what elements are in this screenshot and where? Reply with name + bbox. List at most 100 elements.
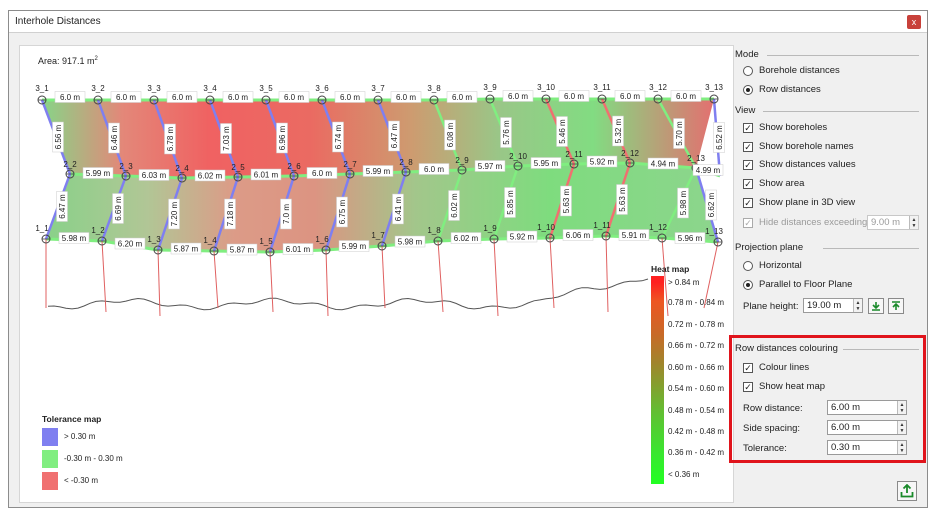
distance-text: 6.62 m bbox=[707, 192, 716, 217]
distance-box bbox=[674, 232, 706, 244]
show-area-checkbox[interactable]: ✓ Show area bbox=[743, 178, 804, 189]
drill-trace-line bbox=[605, 235, 609, 313]
distance-text: 6.75 m bbox=[338, 199, 347, 224]
heat-map-title: Heat map bbox=[651, 264, 690, 274]
distance-box bbox=[390, 91, 422, 103]
distance-box bbox=[332, 121, 344, 153]
side-distance-label: 5.96 m bbox=[674, 232, 706, 244]
projection-horizontal-radio[interactable]: Horizontal bbox=[743, 260, 802, 271]
heat-map-label: 0.66 m - 0.72 m bbox=[668, 341, 725, 350]
distance-text: 6.01 m bbox=[286, 245, 311, 254]
close-button[interactable]: x bbox=[907, 15, 921, 29]
hide-distances-exceeding-checkbox[interactable]: ✓ Hide distances exceeding bbox=[743, 217, 867, 228]
distance-text: 5.92 m bbox=[590, 158, 615, 167]
spin-arrows-icon[interactable]: ▲ ▼ bbox=[909, 216, 918, 229]
area-unit-exponent: 2 bbox=[94, 56, 98, 62]
interhole-distances-window: Interhole Distances x Area: 917.1 m2 bbox=[8, 10, 928, 508]
checkmark-icon: ✓ bbox=[743, 159, 753, 170]
tolerance-swatch-above bbox=[42, 428, 58, 446]
distance-box bbox=[250, 168, 282, 181]
side-distance-label: 4.94 m bbox=[647, 157, 679, 170]
hide-distances-value-input[interactable]: 9.00 m ▲ ▼ bbox=[867, 215, 919, 230]
distance-text: 5.70 m bbox=[675, 121, 684, 146]
borehole-name: 3_12 bbox=[649, 83, 667, 92]
tolerance-label: > 0.30 m bbox=[64, 432, 96, 441]
projection-parallel-floor-radio[interactable]: Parallel to Floor Plane bbox=[743, 279, 852, 290]
distance-box bbox=[446, 91, 478, 103]
set-plane-up-button[interactable] bbox=[888, 298, 904, 314]
heat-map-label: 0.78 m - 0.84 m bbox=[668, 298, 725, 307]
distance-box bbox=[647, 157, 679, 170]
borehole-name: 2_5 bbox=[231, 163, 245, 172]
show-borehole-names-checkbox[interactable]: ✓ Show borehole names bbox=[743, 141, 854, 152]
distance-text: 6.0 m bbox=[228, 93, 248, 102]
spin-value: 0.30 m bbox=[831, 442, 861, 453]
checkmark-icon: ✓ bbox=[743, 178, 753, 189]
spin-value: 19.00 m bbox=[807, 300, 842, 311]
radio-selected-icon bbox=[743, 279, 753, 290]
side-distance-label: 5.98 m bbox=[58, 232, 90, 244]
checkmark-icon: ✓ bbox=[743, 197, 753, 208]
borehole-name: 3_5 bbox=[259, 84, 273, 93]
distance-box bbox=[170, 242, 202, 255]
set-plane-down-button[interactable] bbox=[868, 298, 884, 314]
borehole-name: 3_10 bbox=[537, 83, 555, 92]
row-distance-label: 6.96 m bbox=[276, 122, 288, 154]
mode-section-title: Mode bbox=[735, 49, 759, 60]
distance-text: 5.99 m bbox=[86, 169, 111, 178]
spin-arrows-icon[interactable]: ▲ ▼ bbox=[897, 401, 906, 414]
settings-panel: Mode Borehole distances Row distances Vi… bbox=[729, 45, 926, 503]
distance-text: 5.98 m bbox=[679, 190, 688, 215]
spin-arrows-icon[interactable]: ▲ ▼ bbox=[897, 441, 906, 454]
spin-value: 9.00 m bbox=[871, 217, 901, 228]
spin-arrows-icon[interactable]: ▲ ▼ bbox=[897, 421, 906, 434]
heat-map-label: 0.36 m - 0.42 m bbox=[668, 448, 725, 457]
drill-trace-line bbox=[101, 240, 107, 313]
borehole-name: 1_1 bbox=[35, 224, 49, 233]
distance-box bbox=[336, 196, 348, 228]
borehole-name: 2_7 bbox=[343, 160, 357, 169]
show-heat-map-checkbox[interactable]: ✓ Show heat map bbox=[743, 381, 825, 392]
export-button[interactable] bbox=[897, 481, 917, 501]
borehole-name: 1_3 bbox=[147, 235, 161, 244]
side-distance-label: 6.01 m bbox=[250, 168, 282, 181]
checkmark-icon: ✓ bbox=[743, 381, 753, 392]
mode-borehole-distances-radio[interactable]: Borehole distances bbox=[743, 65, 840, 76]
row-distance-label: 7.0 m bbox=[280, 198, 292, 230]
radio-icon bbox=[743, 65, 753, 76]
distance-box bbox=[278, 91, 310, 103]
distance-text: 6.96 m bbox=[278, 125, 287, 150]
show-plane-3d-checkbox[interactable]: ✓ Show plane in 3D view bbox=[743, 197, 855, 208]
arrow-up-to-line-icon bbox=[892, 301, 900, 310]
mode-row-distances-radio[interactable]: Row distances bbox=[743, 84, 821, 95]
row-distance-label: 5.85 m bbox=[504, 187, 516, 218]
distance-box bbox=[670, 90, 702, 102]
show-boreholes-checkbox[interactable]: ✓ Show boreholes bbox=[743, 122, 827, 133]
plane-height-input[interactable]: 19.00 m ▲ ▼ bbox=[803, 298, 863, 313]
borehole-name: 2_8 bbox=[399, 158, 413, 167]
distance-text: 6.46 m bbox=[110, 125, 119, 150]
borehole-name: 1_10 bbox=[537, 223, 555, 232]
spin-arrows-icon[interactable]: ▲ ▼ bbox=[853, 299, 862, 312]
tolerance-input[interactable]: 0.30 m ▲ ▼ bbox=[827, 440, 907, 455]
side-distance-label: 5.97 m bbox=[474, 160, 506, 172]
distance-text: 6.0 m bbox=[564, 92, 584, 101]
side-spacing-input[interactable]: 6.00 m ▲ ▼ bbox=[827, 420, 907, 435]
distance-box bbox=[450, 232, 482, 244]
colour-lines-checkbox[interactable]: ✓ Colour lines bbox=[743, 362, 809, 373]
show-distances-values-checkbox[interactable]: ✓ Show distances values bbox=[743, 159, 856, 170]
distance-text: 5.95 m bbox=[534, 159, 559, 168]
row-distance-input[interactable]: 6.00 m ▲ ▼ bbox=[827, 400, 907, 415]
distance-text: 6.0 m bbox=[116, 93, 136, 102]
distance-box bbox=[58, 232, 90, 244]
option-label: Show area bbox=[759, 178, 805, 189]
side-distance-label: 6.0 m bbox=[390, 91, 422, 103]
area-value: Area: 917.1 m bbox=[38, 56, 95, 66]
row-distance-label: 6.52 m bbox=[713, 122, 725, 153]
distance-text: 5.96 m bbox=[678, 234, 703, 243]
borehole-name: 1_13 bbox=[705, 227, 723, 236]
side-distance-label: 6.0 m bbox=[222, 91, 254, 103]
borehole-name: 2_6 bbox=[287, 162, 301, 171]
side-distance-label: 6.0 m bbox=[278, 91, 310, 103]
plan-view-canvas[interactable]: Area: 917.1 m2 bbox=[19, 45, 734, 503]
